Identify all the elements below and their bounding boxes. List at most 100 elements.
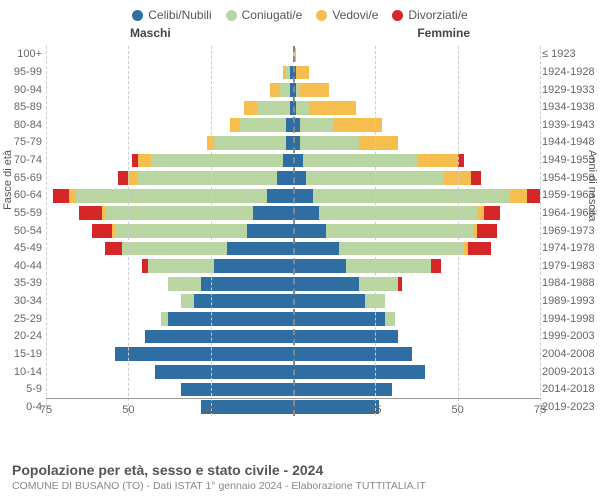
birth-year: 1934-1938 — [542, 99, 598, 117]
pyramid-chart: Celibi/NubiliConiugati/eVedovi/eDivorzia… — [0, 0, 600, 500]
segment-celibi — [293, 312, 385, 326]
birth-year: ≤ 1923 — [542, 46, 598, 64]
segment-celibi — [293, 242, 339, 256]
legend-label: Divorziati/e — [408, 8, 467, 22]
age-band: 60-64 — [2, 187, 42, 205]
segment-vedovi — [418, 154, 458, 168]
segment-celibi — [277, 171, 293, 185]
segment-celibi — [293, 224, 326, 238]
segment-celibi — [181, 383, 293, 397]
bar-row — [46, 81, 293, 99]
segment-divorziati — [118, 171, 128, 185]
x-tick: 75 — [534, 404, 546, 416]
segment-divorziati — [484, 206, 500, 220]
segment-vedovi — [112, 224, 115, 238]
segment-celibi — [267, 189, 293, 203]
age-band: 85-89 — [2, 99, 42, 117]
x-tick: 25 — [205, 404, 217, 416]
x-tick: 50 — [452, 404, 464, 416]
age-band: 5-9 — [2, 381, 42, 399]
birth-year: 1954-1958 — [542, 169, 598, 187]
bar-row — [46, 134, 293, 152]
bar-row — [293, 169, 540, 187]
bar-row — [46, 310, 293, 328]
segment-vedovi — [296, 66, 309, 80]
segment-coniugati — [240, 118, 286, 132]
bar-row — [293, 293, 540, 311]
legend-label: Coniugati/e — [242, 8, 303, 22]
legend-item: Celibi/Nubili — [132, 8, 211, 22]
chart-subtitle: COMUNE DI BUSANO (TO) - Dati ISTAT 1° ge… — [12, 480, 588, 492]
segment-coniugati — [346, 259, 432, 273]
segment-celibi — [214, 259, 293, 273]
segment-vedovi — [309, 101, 355, 115]
age-band: 35-39 — [2, 275, 42, 293]
segment-vedovi — [477, 206, 484, 220]
segment-divorziati — [458, 154, 465, 168]
segment-coniugati — [359, 277, 399, 291]
gridline — [458, 46, 459, 416]
bar-row — [46, 275, 293, 293]
bar-row — [46, 46, 293, 64]
gridline — [46, 46, 47, 416]
birth-year: 1994-1998 — [542, 310, 598, 328]
gridline — [211, 46, 212, 416]
segment-coniugati — [313, 189, 511, 203]
segment-coniugati — [161, 312, 168, 326]
bar-row — [293, 116, 540, 134]
segment-divorziati — [471, 171, 481, 185]
bar-row — [46, 222, 293, 240]
segment-coniugati — [181, 294, 194, 308]
bar-row — [46, 152, 293, 170]
age-band: 70-74 — [2, 152, 42, 170]
bar-row — [293, 99, 540, 117]
segment-coniugati — [303, 154, 418, 168]
age-band: 100+ — [2, 46, 42, 64]
segment-coniugati — [138, 171, 276, 185]
birth-year: 2009-2013 — [542, 363, 598, 381]
segment-coniugati — [168, 277, 201, 291]
segment-celibi — [155, 365, 293, 379]
segment-celibi — [286, 136, 293, 150]
bar-row — [293, 275, 540, 293]
segment-vedovi — [230, 118, 240, 132]
segment-celibi — [168, 312, 293, 326]
bar-row — [46, 293, 293, 311]
birth-year: 1949-1953 — [542, 152, 598, 170]
segment-celibi — [194, 294, 293, 308]
bar-row — [293, 257, 540, 275]
age-band: 0-4 — [2, 399, 42, 417]
gridline — [375, 46, 376, 416]
bar-row — [46, 116, 293, 134]
birth-year: 1999-2003 — [542, 328, 598, 346]
birth-year: 1989-1993 — [542, 293, 598, 311]
bar-row — [293, 240, 540, 258]
segment-coniugati — [319, 206, 477, 220]
age-band: 10-14 — [2, 363, 42, 381]
segment-celibi — [293, 294, 365, 308]
bar-row — [293, 328, 540, 346]
segment-coniugati — [286, 66, 289, 80]
birth-year: 1939-1943 — [542, 117, 598, 135]
segment-celibi — [253, 206, 293, 220]
label-male: Maschi — [130, 26, 171, 40]
bar-row — [46, 187, 293, 205]
segment-coniugati — [300, 136, 359, 150]
bar-row — [46, 240, 293, 258]
age-band: 45-49 — [2, 240, 42, 258]
segment-vedovi — [359, 136, 399, 150]
bar-row — [46, 64, 293, 82]
segment-celibi — [293, 189, 313, 203]
birth-year-labels: ≤ 19231924-19281929-19331934-19381939-19… — [542, 46, 598, 416]
birth-year: 1959-1963 — [542, 187, 598, 205]
segment-celibi — [247, 224, 293, 238]
segment-coniugati — [257, 101, 290, 115]
legend-swatch — [392, 10, 403, 21]
segment-celibi — [293, 277, 359, 291]
segment-celibi — [201, 277, 293, 291]
bar-row — [293, 152, 540, 170]
segment-celibi — [293, 206, 319, 220]
segment-vedovi — [128, 171, 138, 185]
segment-vedovi — [138, 154, 151, 168]
chart-title: Popolazione per età, sesso e stato civil… — [12, 462, 588, 478]
